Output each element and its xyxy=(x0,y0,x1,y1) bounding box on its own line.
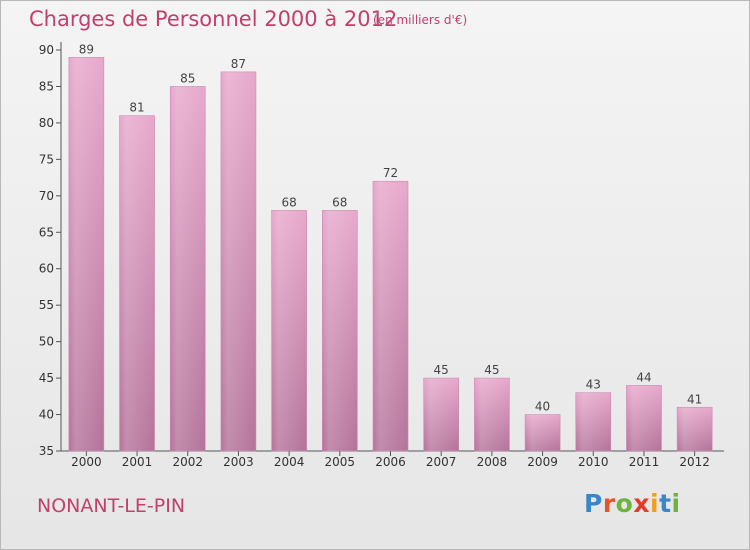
logo-letter: P xyxy=(584,489,603,518)
proxiti-logo[interactable]: Proxiti xyxy=(584,489,681,518)
bar-value-label: 45 xyxy=(434,363,449,377)
x-tick-label: 2011 xyxy=(629,455,660,469)
y-tick-label: 70 xyxy=(39,189,54,203)
x-tick-label: 2012 xyxy=(679,455,710,469)
logo-letter: t xyxy=(659,489,672,518)
y-tick-label: 50 xyxy=(39,335,54,349)
bar-highlight xyxy=(322,210,358,451)
logo-letter: i xyxy=(650,489,660,518)
bar-value-label: 81 xyxy=(129,101,144,115)
bar-highlight xyxy=(119,115,155,452)
bar-highlight xyxy=(474,378,510,451)
y-tick-label: 80 xyxy=(39,116,54,130)
logo-letter: i xyxy=(671,489,681,518)
x-tick-label: 2010 xyxy=(578,455,609,469)
x-tick-label: 2001 xyxy=(122,455,153,469)
bar-highlight xyxy=(220,71,256,451)
bar-value-label: 85 xyxy=(180,71,195,85)
x-tick-label: 2003 xyxy=(223,455,254,469)
bar-value-label: 68 xyxy=(332,195,347,209)
bar-highlight xyxy=(626,385,662,451)
bar-value-label: 89 xyxy=(79,42,94,56)
bar-highlight xyxy=(525,414,561,451)
bar-highlight xyxy=(423,378,459,451)
bar-value-label: 40 xyxy=(535,400,550,414)
bar-highlight xyxy=(677,407,713,451)
y-tick-label: 45 xyxy=(39,371,54,385)
commune-name: NONANT-LE-PIN xyxy=(37,495,186,517)
bar-highlight xyxy=(575,392,611,451)
y-tick-label: 75 xyxy=(39,152,54,166)
bar-highlight xyxy=(68,57,104,452)
bar-value-label: 87 xyxy=(231,57,246,71)
bar-value-label: 45 xyxy=(484,363,499,377)
logo-letter: r xyxy=(602,489,616,518)
bar-value-label: 44 xyxy=(636,370,651,384)
x-tick-label: 2002 xyxy=(172,455,203,469)
x-tick-label: 2005 xyxy=(325,455,356,469)
chart-title: Charges de Personnel 2000 à 2012 xyxy=(29,7,398,31)
x-tick-label: 2004 xyxy=(274,455,305,469)
bar-highlight xyxy=(373,181,408,451)
y-tick-label: 90 xyxy=(39,43,54,57)
y-tick-label: 65 xyxy=(39,225,54,239)
y-tick-label: 40 xyxy=(39,408,54,422)
y-tick-label: 60 xyxy=(39,262,54,276)
y-tick-label: 35 xyxy=(39,444,54,458)
bar-value-label: 72 xyxy=(383,166,398,180)
bar-highlight xyxy=(271,210,307,451)
bar-value-label: 68 xyxy=(281,195,296,209)
logo-letter: x xyxy=(633,489,650,518)
bar-highlight xyxy=(170,86,206,452)
bar-value-label: 41 xyxy=(687,392,702,406)
y-tick-label: 55 xyxy=(39,298,54,312)
chart-subtitle: (en milliers d'€) xyxy=(373,13,468,27)
y-tick-label: 85 xyxy=(39,79,54,93)
logo-letter: o xyxy=(615,489,634,518)
x-tick-label: 2007 xyxy=(426,455,457,469)
bar-value-label: 43 xyxy=(586,378,601,392)
x-tick-label: 2000 xyxy=(71,455,102,469)
x-tick-label: 2009 xyxy=(527,455,558,469)
x-tick-label: 2008 xyxy=(477,455,508,469)
x-tick-label: 2006 xyxy=(375,455,406,469)
